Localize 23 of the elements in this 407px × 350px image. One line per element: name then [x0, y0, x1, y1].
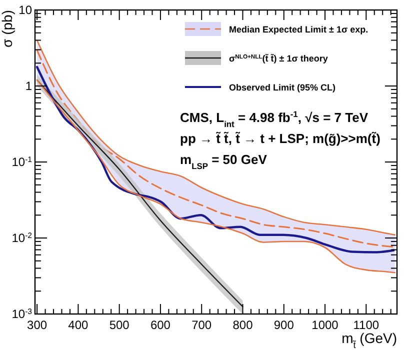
x-tick-label: 500: [109, 318, 130, 332]
y-axis-title: σ (pb): [0, 10, 15, 48]
annotation: pp → t̃ t̃, t̃ → t + LSP; m(g̃)>>m(t̃): [180, 131, 380, 146]
x-tick-label: 400: [68, 318, 89, 332]
x-tick-label: 600: [150, 318, 171, 332]
line-series: [36, 79, 396, 274]
annotation: CMS, L$_{int}$ = 4.98 fb$^{-1}$, √s = 7 TeV: [180, 109, 368, 129]
x-tick-label: 700: [192, 318, 212, 332]
y-tick-label: 10$^{-1}$: [12, 154, 32, 169]
y-tick-label: 1: [25, 79, 32, 93]
x-axis-title: m$_{t̃}$ (GeV): [342, 330, 397, 350]
y-tick-label: 10$^{-3}$: [12, 306, 32, 321]
legend-label: σ$^{NLO+NLL}$(t̃ t̃) ± 1σ theory: [229, 52, 328, 64]
y-tick-label: 10: [18, 3, 32, 17]
legend-label: Median Expected Limit ± 1σ exp.: [229, 24, 368, 34]
x-tick-label: 800: [232, 318, 254, 332]
annotation: m$_{LSP}$ = 50 GeV: [180, 152, 268, 171]
x-tick-label: 300: [27, 318, 48, 332]
x-tick-label: 1100: [353, 318, 380, 332]
x-tick-label: 1000: [312, 318, 339, 332]
y-tick-label: 10$^{-2}$: [12, 230, 32, 245]
legend-label: Observed Limit (95% CL): [229, 82, 336, 92]
x-tick-label: 900: [274, 318, 294, 332]
